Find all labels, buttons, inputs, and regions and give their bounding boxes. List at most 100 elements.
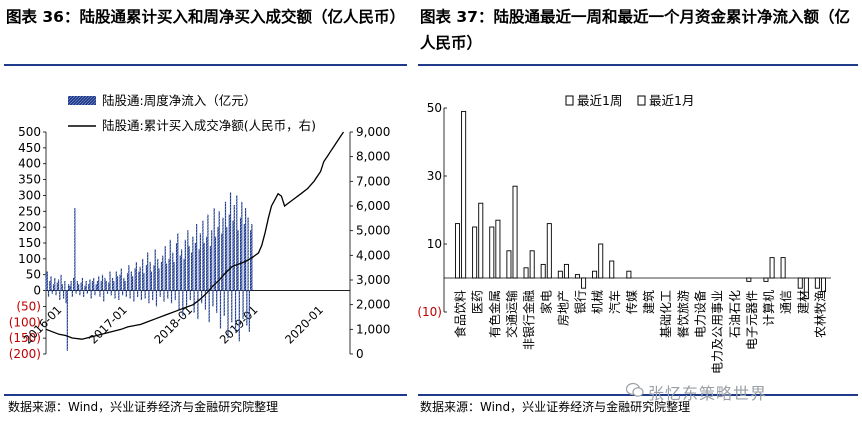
weekly-flow-bar bbox=[160, 262, 163, 291]
left-y-tick-label: (100) bbox=[9, 315, 41, 329]
cumulative-net-line bbox=[45, 131, 345, 340]
weekly-flow-bar bbox=[209, 246, 212, 291]
weekly-flow-bar bbox=[55, 290, 57, 296]
weekly-flow-bar bbox=[74, 208, 76, 291]
weekly-flow-bar bbox=[216, 290, 218, 313]
weekly-flow-bar bbox=[59, 290, 61, 301]
weekly-flow-bar bbox=[52, 284, 55, 291]
weekly-flow-bar bbox=[204, 290, 207, 310]
weekly-flow-bar bbox=[179, 255, 181, 291]
category-label: 家电 bbox=[538, 290, 553, 314]
legend-label-week: 最近1周 bbox=[577, 93, 622, 108]
left-x-tick-label: 2019-01 bbox=[217, 303, 261, 347]
right-y-tick-label: 2,000 bbox=[356, 298, 390, 312]
weekly-flow-bar bbox=[145, 265, 148, 291]
bar-week bbox=[609, 260, 615, 279]
weekly-flow-bar bbox=[226, 227, 228, 291]
right-y-tick-label: 0 bbox=[356, 347, 364, 361]
left-chart: 陆股通:周度净流入（亿元）陆股通:累计买入成交净额(人民币，右) 5004504… bbox=[9, 93, 391, 361]
left-source-note: 数据来源：Wind，兴业证券经济与金融研究院整理 bbox=[8, 400, 279, 414]
weekly-flow-bar bbox=[143, 273, 145, 291]
legend-swatch-month bbox=[637, 95, 646, 106]
weekly-flow-bar bbox=[221, 233, 223, 291]
category-label: 电子元器件 bbox=[745, 290, 759, 350]
bar-week bbox=[797, 277, 803, 289]
weekly-flow-bar bbox=[194, 243, 196, 291]
weekly-flow-bar bbox=[231, 290, 233, 323]
weekly-flow-bar bbox=[248, 290, 250, 332]
weekly-flow-bar bbox=[155, 290, 158, 307]
weekly-flow-bar bbox=[165, 263, 168, 291]
bar-month bbox=[563, 263, 569, 279]
right-y-tick-label: 7,000 bbox=[356, 174, 390, 188]
weekly-flow-bar bbox=[168, 258, 170, 291]
weekly-flow-bar bbox=[214, 236, 217, 291]
weekly-flow-bar bbox=[125, 290, 127, 297]
right-source-note: 数据来源：Wind，兴业证券经济与金融研究院整理 bbox=[420, 400, 691, 414]
weekly-flow-bar bbox=[188, 246, 190, 291]
weekly-flow-bar bbox=[201, 290, 203, 304]
weekly-flow-bar bbox=[133, 290, 135, 302]
right-header-rule bbox=[418, 64, 858, 66]
weekly-flow-bar bbox=[159, 290, 161, 297]
bar-month bbox=[769, 257, 775, 279]
weekly-flow-bar bbox=[163, 290, 165, 302]
weekly-flow-bar bbox=[126, 273, 129, 291]
weekly-flow-bar bbox=[104, 277, 106, 291]
weekly-flow-bar bbox=[138, 271, 140, 291]
weekly-flow-bar bbox=[115, 271, 117, 291]
right-chart: 最近1周 最近1月 50 30 10 (10) 食品饮料 医药 有色金属 交通运输 非银行金融家… bbox=[417, 93, 831, 374]
weekly-flow-bar bbox=[234, 290, 237, 332]
weekly-flow-bar bbox=[69, 285, 71, 291]
weekly-flow-bar bbox=[189, 290, 191, 301]
weekly-flow-bar bbox=[218, 211, 220, 291]
left-line bbox=[45, 131, 345, 340]
weekly-flow-bar bbox=[180, 249, 183, 291]
category-label: 农林牧渔 bbox=[813, 290, 827, 338]
weekly-flow-bar bbox=[49, 281, 51, 291]
weekly-flow-bar bbox=[236, 195, 238, 291]
weekly-flow-bar bbox=[147, 252, 149, 291]
weekly-flow-bar bbox=[76, 281, 78, 291]
weekly-flow-bar bbox=[64, 281, 66, 291]
weekly-flow-bar bbox=[100, 281, 102, 291]
left-y-tick-label: 50 bbox=[26, 268, 41, 282]
weekly-flow-bar bbox=[105, 281, 107, 291]
weekly-flow-bar bbox=[242, 290, 244, 320]
weekly-flow-bar bbox=[239, 217, 242, 291]
weekly-flow-bar bbox=[114, 290, 116, 299]
left-y-tick-label: 300 bbox=[18, 188, 41, 202]
weekly-flow-bar bbox=[121, 290, 124, 296]
weekly-flow-bar bbox=[158, 268, 160, 291]
category-label: 电力及公用事业 bbox=[711, 290, 725, 374]
weekly-flow-bar bbox=[178, 290, 180, 310]
bar-month bbox=[495, 219, 501, 279]
weekly-flow-bar bbox=[227, 290, 229, 339]
weekly-flow-bar bbox=[174, 290, 176, 301]
weekly-flow-bar bbox=[54, 277, 56, 291]
bar-week bbox=[489, 226, 495, 279]
weekly-flow-bar bbox=[118, 290, 120, 301]
legend-label-month: 最近1月 bbox=[649, 93, 694, 108]
weekly-flow-bar bbox=[206, 236, 208, 291]
left-header-rule bbox=[4, 64, 407, 66]
weekly-flow-bar bbox=[219, 290, 222, 329]
category-label: 石油石化 bbox=[728, 290, 742, 338]
weekly-flow-bar bbox=[184, 239, 186, 291]
weekly-flow-bar bbox=[60, 274, 62, 291]
left-legend: 陆股通:周度净流入（亿元） 陆股通:累计买入成交净额(人民币，右) bbox=[68, 93, 316, 133]
weekly-flow-bar bbox=[207, 214, 209, 291]
weekly-flow-bar bbox=[45, 273, 47, 291]
weekly-flow-bar bbox=[153, 265, 155, 291]
bar-month bbox=[803, 277, 809, 299]
right-y-tick-label: 8,000 bbox=[356, 150, 390, 164]
weekly-flow-bar bbox=[169, 239, 171, 291]
weekly-flow-bar bbox=[142, 258, 144, 291]
weekly-flow-bar bbox=[132, 276, 134, 291]
bar-month bbox=[820, 277, 826, 293]
weekly-flow-bar bbox=[212, 290, 214, 307]
left-y-tick-label: (200) bbox=[9, 347, 41, 361]
left-axes: 500450400350300250200150100500(50)(100)(… bbox=[9, 125, 391, 361]
left-y-tick-label: 200 bbox=[18, 220, 41, 234]
weekly-flow-bar bbox=[185, 290, 188, 307]
